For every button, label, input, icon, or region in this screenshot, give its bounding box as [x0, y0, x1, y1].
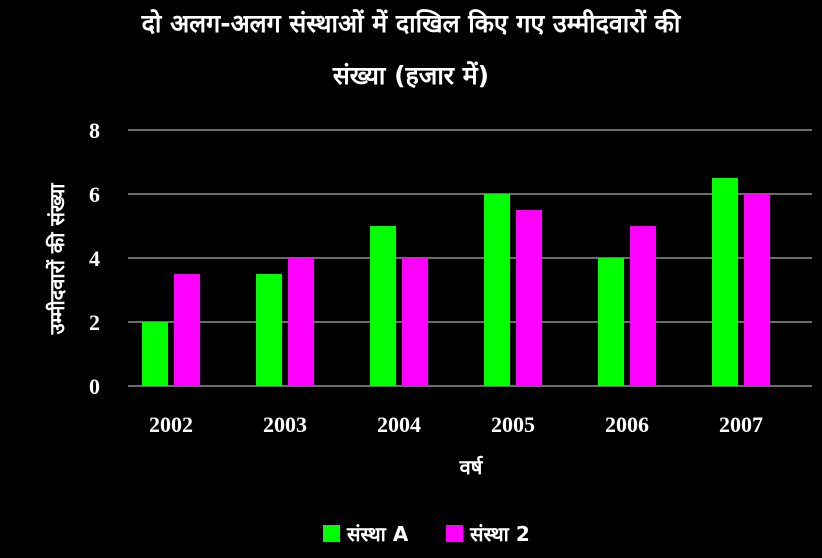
gridlines [128, 129, 812, 387]
bar-series-2-2002 [174, 274, 200, 386]
bar-series-1-2007 [712, 178, 738, 386]
y-tick-label: 6 [89, 182, 100, 207]
bar-series-1-2003 [256, 274, 282, 386]
x-tick-label: 2002 [149, 412, 193, 437]
legend-label-series-2: संस्था 2 [469, 522, 530, 546]
legend-swatch-series-1 [323, 525, 340, 542]
y-tick-label: 8 [89, 118, 100, 143]
bar-series-1-2002 [142, 322, 168, 386]
legend-label-series-1: संस्था A [346, 522, 409, 546]
bar-series-1-2006 [598, 258, 624, 386]
y-tick-label: 0 [89, 374, 100, 399]
y-tick-label: 4 [89, 246, 100, 271]
bars [142, 178, 770, 386]
bar-series-1-2004 [370, 226, 396, 386]
y-axis-ticks: 0 2 4 6 8 [89, 118, 100, 399]
bar-series-1-2005 [484, 194, 510, 386]
bar-series-2-2005 [516, 210, 542, 386]
y-axis-label: उम्मीदवारों की संख्या [45, 183, 69, 336]
x-tick-label: 2004 [377, 412, 421, 437]
x-tick-label: 2007 [719, 412, 763, 437]
chart-title-line-2: संख्या (हजार में) [332, 61, 490, 90]
x-tick-label: 2005 [491, 412, 535, 437]
y-tick-label: 2 [89, 310, 100, 335]
bar-series-2-2006 [630, 226, 656, 386]
x-axis-ticks: 2002 2003 2004 2005 2006 2007 [149, 412, 763, 437]
bar-series-2-2007 [744, 194, 770, 386]
chart-title-line-1: दो अलग-अलग संस्थाओं में दाखिल किए गए उम्… [141, 9, 681, 38]
x-tick-label: 2003 [263, 412, 307, 437]
x-axis-label: वर्ष [459, 455, 484, 479]
x-tick-label: 2006 [605, 412, 649, 437]
legend: संस्था A संस्था 2 [323, 522, 530, 546]
bar-series-2-2003 [288, 258, 314, 386]
bar-series-2-2004 [402, 258, 428, 386]
legend-swatch-series-2 [446, 525, 463, 542]
